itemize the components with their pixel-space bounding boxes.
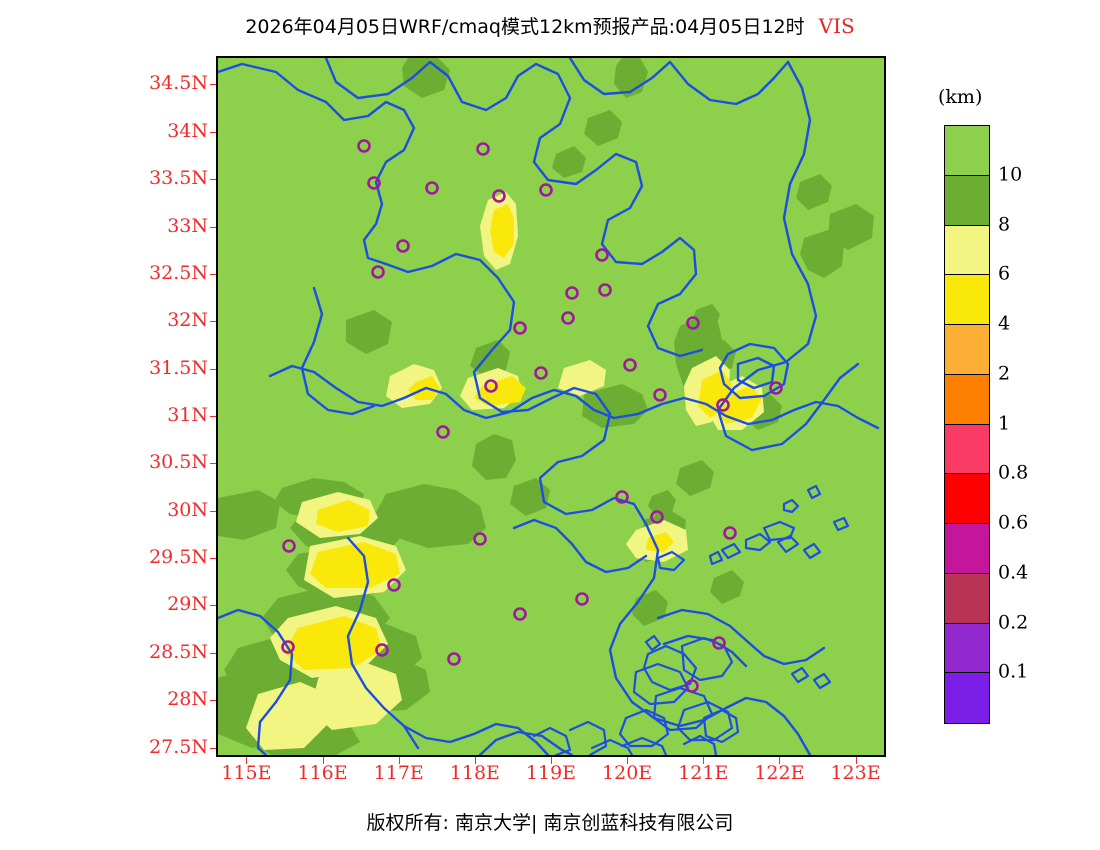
colorbar-unit-label: (km)	[938, 86, 983, 108]
page-title: 2026年04月05日WRF/cmaq模式12km预报产品:04月05日12时 V…	[0, 12, 1100, 39]
colorbar-band	[945, 374, 989, 425]
colorbar-band	[945, 673, 989, 723]
title-main-text: 2026年04月05日WRF/cmaq模式12km预报产品:04月05日12时	[245, 16, 805, 38]
colorbar-band	[945, 275, 989, 325]
latitude-tick-mark	[210, 132, 216, 133]
latitude-tick-label: 28N	[167, 688, 208, 711]
colorbar-tick-label: 8	[998, 213, 1011, 235]
latitude-tick-mark	[210, 748, 216, 749]
station-markers	[281, 139, 783, 693]
longitude-tick-label: 118E	[449, 762, 500, 784]
colorbar-tick-label: 1	[998, 412, 1011, 434]
latitude-tick-label: 34N	[167, 119, 208, 142]
longitude-tick-mark	[246, 757, 247, 764]
map-canvas	[218, 58, 884, 755]
longitude-tick-label: 117E	[373, 762, 424, 784]
latitude-tick-mark	[210, 511, 216, 512]
latitude-tick-label: 32.5N	[149, 261, 208, 284]
longitude-tick-mark	[323, 757, 324, 764]
longitude-tick-label: 120E	[602, 762, 653, 784]
longitude-tick-label: 115E	[221, 762, 272, 784]
longitude-tick-label: 122E	[754, 762, 805, 784]
colorbar-tick-label: 2	[998, 362, 1011, 385]
latitude-tick-label: 29N	[167, 593, 208, 616]
colorbar-band	[945, 524, 989, 574]
longitude-tick-mark	[475, 757, 476, 764]
latitude-axis: 34.5N 34N 33.5N 33N 32.5N 32N 31.5N 31N 30.5N 30N…	[136, 0, 208, 850]
colorbar-band	[945, 225, 989, 276]
latitude-tick-mark	[210, 605, 216, 606]
colorbar-band	[945, 175, 989, 226]
longitude-tick-label: 123E	[830, 762, 881, 784]
latitude-tick-mark	[210, 558, 216, 559]
latitude-tick-mark	[210, 416, 216, 417]
latitude-tick-mark	[210, 369, 216, 370]
latitude-tick-mark	[210, 227, 216, 228]
title-variable-label: VIS	[818, 14, 855, 38]
longitude-tick-mark	[856, 757, 857, 764]
latitude-tick-label: 32N	[167, 309, 208, 332]
colorbar-tick-label: 0.6	[998, 511, 1029, 534]
longitude-tick-label: 121E	[678, 762, 729, 784]
latitude-tick-label: 31.5N	[149, 356, 208, 379]
colorbar-band	[945, 623, 989, 674]
latitude-tick-label: 30N	[167, 498, 208, 521]
longitude-tick-label: 116E	[297, 762, 348, 784]
copyright-footer: 版权所有: 南京大学| 南京创蓝科技有限公司	[366, 812, 734, 834]
colorbar[interactable]	[944, 125, 990, 724]
longitude-tick-mark	[399, 757, 400, 764]
latitude-tick-label: 28.5N	[149, 640, 208, 663]
colorbar-band	[945, 474, 989, 524]
latitude-tick-label: 33.5N	[149, 167, 208, 190]
colorbar-tick-label: 0.1	[998, 660, 1029, 683]
colorbar-band	[945, 424, 989, 475]
colorbar-band	[945, 325, 989, 375]
latitude-tick-mark	[210, 179, 216, 180]
colorbar-tick-label: 10	[998, 163, 1023, 186]
colorbar-tick-label: 0.2	[998, 611, 1029, 633]
latitude-tick-label: 34.5N	[149, 72, 208, 95]
latitude-tick-mark	[210, 463, 216, 464]
latitude-tick-label: 31N	[167, 403, 208, 426]
latitude-tick-label: 27.5N	[149, 735, 208, 758]
latitude-tick-mark	[210, 653, 216, 654]
administrative-boundaries	[218, 58, 880, 755]
latitude-tick-label: 33N	[167, 214, 208, 237]
forecast-map[interactable]	[216, 56, 886, 757]
colorbar-band	[945, 126, 989, 176]
colorbar-band	[945, 573, 989, 624]
longitude-tick-mark	[627, 757, 628, 764]
longitude-tick-mark	[703, 757, 704, 764]
latitude-tick-mark	[210, 700, 216, 701]
latitude-tick-label: 30.5N	[149, 451, 208, 474]
latitude-tick-mark	[210, 274, 216, 275]
latitude-tick-label: 29.5N	[149, 546, 208, 569]
colorbar-tick-label: 0.8	[998, 461, 1029, 484]
colorbar-tick-label: 0.4	[998, 561, 1029, 584]
colorbar-tick-label: 4	[998, 312, 1011, 335]
longitude-tick-mark	[779, 757, 780, 764]
latitude-tick-mark	[210, 321, 216, 322]
colorbar-tick-label: 6	[998, 262, 1011, 285]
longitude-tick-label: 119E	[525, 762, 577, 784]
latitude-tick-mark	[210, 84, 216, 85]
longitude-tick-mark	[551, 757, 552, 764]
